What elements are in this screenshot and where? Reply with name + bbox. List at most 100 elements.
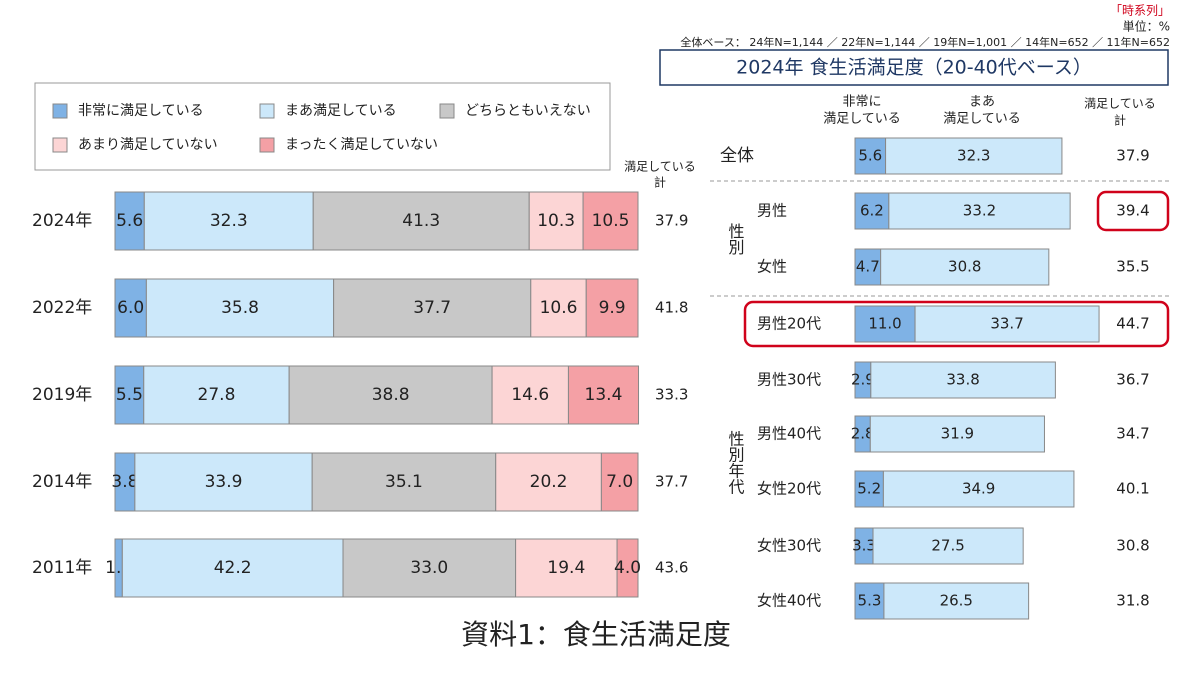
column-header: まあ (969, 95, 995, 110)
value-label: 6.0 (117, 298, 144, 318)
category-label: 男性40代 (757, 425, 821, 443)
value-label: 33.9 (205, 472, 243, 492)
legend-box (34, 82, 611, 171)
value-label: 6.2 (860, 202, 884, 220)
value-label: 13.4 (585, 385, 623, 405)
bar-segment (567, 365, 640, 425)
totals-header: 計 (1114, 113, 1126, 128)
legend-label: あまり満足していない (78, 137, 218, 153)
value-label: 3.8 (111, 472, 138, 492)
total-value: 37.9 (655, 212, 688, 230)
total-value: 37.9 (1116, 147, 1149, 165)
legend-swatch (439, 103, 455, 119)
base-note: 全体ベース： 24年N=1,144 ／ 22年N=1,144 ／ 19年N=1,… (680, 35, 1170, 49)
bar-segment (914, 305, 1100, 343)
bar-segment (888, 192, 1071, 230)
bar-segment (288, 365, 493, 425)
value-label: 41.3 (402, 211, 440, 231)
value-label: 3.3 (852, 537, 876, 555)
value-label: 7.0 (606, 472, 633, 492)
value-label: 9.9 (599, 298, 626, 318)
bar-segment (870, 361, 1056, 399)
totals-header: 満足している (1084, 97, 1156, 111)
legend-swatch (259, 137, 275, 153)
category-label: 女性 (757, 258, 787, 276)
value-label: 10.6 (540, 298, 578, 318)
value-label: 30.8 (948, 258, 981, 276)
bar-segment (582, 191, 639, 251)
group-label: 性別年代 (726, 431, 745, 496)
value-label: 11.0 (868, 315, 901, 333)
value-label: 33.0 (410, 558, 448, 578)
category-label: 2014年 (32, 472, 92, 492)
bar-segment (530, 278, 587, 338)
value-label: 32.3 (957, 147, 990, 165)
value-label: 37.7 (413, 298, 451, 318)
bar-segment (114, 365, 145, 425)
bar-segment (585, 278, 639, 338)
category-label: 男性30代 (757, 371, 821, 389)
total-value: 39.4 (1116, 202, 1149, 220)
value-label: 5.5 (116, 385, 143, 405)
totals-header: 計 (654, 175, 666, 190)
bar-segment (491, 365, 569, 425)
legend-swatch (259, 103, 275, 119)
bar-segment (854, 248, 882, 286)
bar-segment (528, 191, 584, 251)
value-label: 35.8 (221, 298, 259, 318)
value-label: 19.4 (547, 558, 585, 578)
total-value: 40.1 (1116, 480, 1149, 498)
column-header: 非常に (842, 95, 881, 110)
category-label: 女性30代 (757, 537, 821, 555)
value-label: 5.6 (858, 147, 882, 165)
bar-segment (869, 415, 1045, 453)
bar-segment (312, 191, 530, 251)
bar-segment (114, 191, 145, 251)
total-value: 43.6 (655, 559, 688, 577)
total-value: 34.7 (1116, 425, 1149, 443)
value-label: 42.2 (214, 558, 252, 578)
unit-note: 単位：% (1123, 19, 1170, 34)
value-label: 35.1 (385, 472, 423, 492)
legend-swatch (52, 103, 68, 119)
value-label: 33.2 (963, 202, 996, 220)
value-label: 26.5 (940, 592, 973, 610)
category-label: 2011年 (32, 558, 92, 578)
category-label: 2024年 (32, 211, 92, 231)
value-label: 14.6 (511, 385, 549, 405)
bar-segment (854, 582, 885, 620)
total-value: 30.8 (1116, 537, 1149, 555)
value-label: 10.3 (537, 211, 575, 231)
bar-segment (882, 470, 1075, 508)
bar-segment (872, 527, 1024, 565)
value-label: 38.8 (372, 385, 410, 405)
bar-segment (600, 452, 639, 512)
value-label: 20.2 (530, 472, 568, 492)
bar-segment (885, 137, 1063, 175)
group-label: 性別 (726, 223, 745, 256)
bar-segment (883, 582, 1030, 620)
bar-segment (143, 191, 314, 251)
series-note: 「時系列」 (1110, 4, 1170, 18)
bar-segment (311, 452, 497, 512)
legend-label: まったく満足していない (285, 137, 438, 153)
column-header: 満足している (823, 112, 901, 127)
total-value: 44.7 (1116, 315, 1149, 333)
bar-segment (114, 278, 147, 338)
title-box (659, 49, 1169, 86)
legend-label: まあ満足している (285, 103, 397, 119)
category-label: 女性20代 (757, 480, 821, 498)
bar-segment (880, 248, 1050, 286)
caption: 資料1：食生活満足度 (461, 618, 731, 651)
bar-segment (854, 470, 884, 508)
totals-header: 満足している (624, 160, 696, 174)
total-value: 35.5 (1116, 258, 1149, 276)
highlight-box (1096, 190, 1170, 232)
total-value: 33.3 (655, 386, 688, 404)
legend-label: どちらともいえない (465, 103, 591, 119)
bar-segment (616, 538, 639, 598)
highlight-box (743, 300, 1170, 348)
category-label: 女性40代 (757, 592, 821, 610)
column-header: 満足している (943, 112, 1021, 127)
value-label: 4.7 (856, 258, 880, 276)
